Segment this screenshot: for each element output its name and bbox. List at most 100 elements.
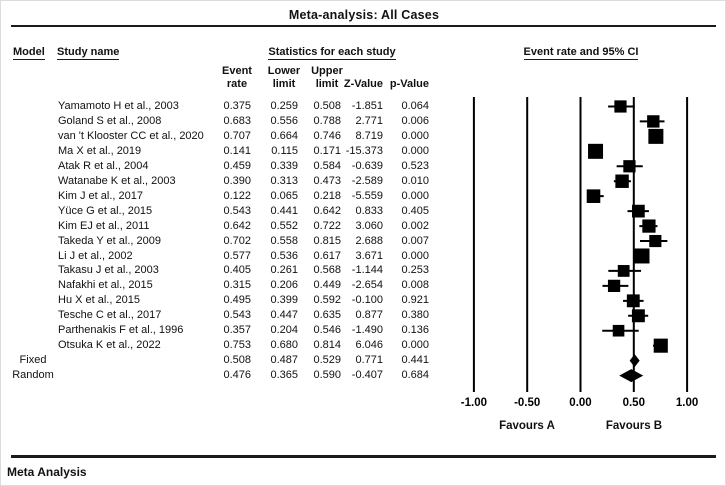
p-value-cell: 0.007: [401, 234, 429, 247]
lower-limit-header-line2: limit: [272, 77, 296, 90]
upper-limit-cell: 0.568: [313, 264, 341, 277]
event-rate-header-line1: Event: [222, 65, 252, 77]
upper-limit-cell: 0.592: [313, 294, 341, 307]
lower-limit-cell: 0.261: [270, 264, 298, 277]
p-value-cell: 0.684: [401, 369, 429, 382]
study-row: Yüce G et al., 2015 0.543 0.441 0.642 0.833 0…: [1, 204, 461, 219]
study-row: Yamamoto H et al., 2003 0.375 0.259 0.508 -1…: [1, 99, 461, 114]
top-divider: [11, 25, 716, 27]
p-value-cell: 0.008: [401, 279, 429, 292]
summary-diamond: [619, 369, 644, 383]
lower-limit-cell: 0.441: [270, 204, 298, 217]
column-header-model: Model: [13, 46, 45, 60]
study-row: Tesche C et al., 2017 0.543 0.447 0.635 0.87…: [1, 308, 461, 323]
effect-square: [649, 234, 662, 248]
effect-square: [632, 204, 645, 218]
z-value-cell: 0.771: [355, 354, 383, 367]
p-value-cell: 0.921: [401, 294, 429, 307]
column-header-statistics-group: Statistics for each study: [252, 46, 412, 60]
lower-limit-cell: 0.558: [270, 234, 298, 247]
axis-tick-label: 0.00: [569, 397, 591, 409]
axis-tick-label: -1.00: [461, 397, 487, 409]
study-row: Nafakhi et al., 2015 0.315 0.206 0.449 -2.65…: [1, 278, 461, 293]
upper-limit-cell: 0.529: [313, 354, 341, 367]
effect-square: [647, 115, 660, 128]
study-row: Takasu J et al., 2003 0.405 0.261 0.568 -1.1…: [1, 263, 461, 278]
column-header-p-value: p-Value: [383, 65, 429, 90]
axis-label-favours-b: Favours B: [605, 420, 663, 432]
p-value-cell: 0.000: [401, 144, 429, 157]
z-value-cell: -5.559: [351, 189, 383, 202]
z-value-cell: -2.654: [351, 279, 383, 292]
upper-limit-cell: 0.546: [313, 324, 341, 337]
z-value-cell: 3.671: [355, 249, 383, 262]
upper-limit-cell: 0.617: [313, 249, 341, 262]
effect-square: [642, 219, 656, 233]
z-value-cell: -2.589: [351, 174, 383, 187]
p-value-cell: 0.000: [401, 189, 429, 202]
p-value-cell: 0.064: [401, 100, 429, 112]
upper-limit-cell: 0.218: [313, 189, 341, 202]
effect-square: [634, 248, 650, 264]
effect-square: [653, 338, 668, 353]
summary-diamond: [629, 354, 640, 368]
axis-tick-label: 1.00: [676, 397, 698, 409]
event-rate-cell: 0.141: [223, 144, 251, 157]
effect-square: [614, 100, 627, 113]
lower-limit-cell: 0.313: [270, 174, 298, 187]
study-name-cell: Yüce G et al., 2015: [58, 204, 153, 217]
p-value-cell: 0.253: [401, 264, 429, 277]
upper-limit-cell: 0.590: [313, 369, 341, 382]
upper-limit-cell: 0.788: [313, 114, 341, 127]
column-header-study-name-label: Study name: [57, 46, 120, 60]
p-value-header-line2: p-Value: [389, 77, 429, 90]
model-cell: Random: [12, 369, 54, 382]
column-header-plot-group: Event rate and 95% CI: [509, 46, 653, 60]
study-name-cell: Tesche C et al., 2017: [58, 309, 162, 322]
event-rate-cell: 0.357: [223, 324, 251, 337]
event-rate-cell: 0.375: [223, 100, 251, 112]
summary-row: Fixed 0.508 0.487 0.529 0.771 0.441: [1, 353, 461, 368]
p-value-cell: 0.006: [401, 114, 429, 127]
summary-row: Random 0.476 0.365 0.590 -0.407 0.684: [1, 368, 461, 383]
z-value-cell: 6.046: [355, 339, 383, 352]
study-row: Li J et al., 2002 0.577 0.536 0.617 3.671 0.0…: [1, 249, 461, 264]
effect-square: [615, 174, 629, 188]
effect-square: [617, 265, 630, 277]
upper-limit-cell: 0.635: [313, 309, 341, 322]
z-value-cell: -0.100: [351, 294, 383, 307]
upper-limit-cell: 0.746: [313, 129, 341, 142]
column-header-z-value: Z-Value: [331, 65, 383, 90]
event-rate-cell: 0.390: [223, 174, 251, 187]
study-row: Watanabe K et al., 2003 0.390 0.313 0.473 -2…: [1, 174, 461, 189]
p-value-cell: 0.000: [401, 339, 429, 352]
study-name-cell: Takasu J et al., 2003: [58, 264, 159, 277]
axis-tick-label: -0.50: [514, 397, 540, 409]
p-value-cell: 0.000: [401, 129, 429, 142]
column-header-event-rate: Event rate: [212, 65, 262, 90]
study-name-cell: Goland S et al., 2008: [58, 114, 162, 127]
z-value-cell: -1.851: [351, 100, 383, 112]
study-row: Hu X et al., 2015 0.495 0.399 0.592 -0.100 0.…: [1, 293, 461, 308]
report-title-row: Meta-analysis: All Cases: [1, 6, 725, 24]
effect-square: [626, 294, 640, 308]
upper-limit-cell: 0.473: [313, 174, 341, 187]
study-row: Kim J et al., 2017 0.122 0.065 0.218 -5.559 0…: [1, 189, 461, 204]
event-rate-cell: 0.405: [223, 264, 251, 277]
lower-limit-cell: 0.552: [270, 219, 298, 232]
footer-label: Meta Analysis: [7, 465, 87, 479]
p-value-cell: 0.441: [401, 354, 429, 367]
upper-limit-header-line1: Upper: [311, 65, 343, 77]
upper-limit-cell: 0.722: [313, 219, 341, 232]
upper-limit-header-line2: limit: [315, 77, 339, 90]
study-name-cell: Kim EJ et al., 2011: [58, 219, 150, 232]
event-rate-cell: 0.543: [223, 309, 251, 322]
event-rate-cell: 0.459: [223, 159, 251, 172]
bottom-divider: [11, 455, 716, 458]
lower-limit-cell: 0.664: [270, 129, 298, 142]
event-rate-cell: 0.577: [223, 249, 251, 262]
effect-square: [623, 160, 636, 173]
column-header-lower-limit: Lower limit: [259, 65, 309, 90]
